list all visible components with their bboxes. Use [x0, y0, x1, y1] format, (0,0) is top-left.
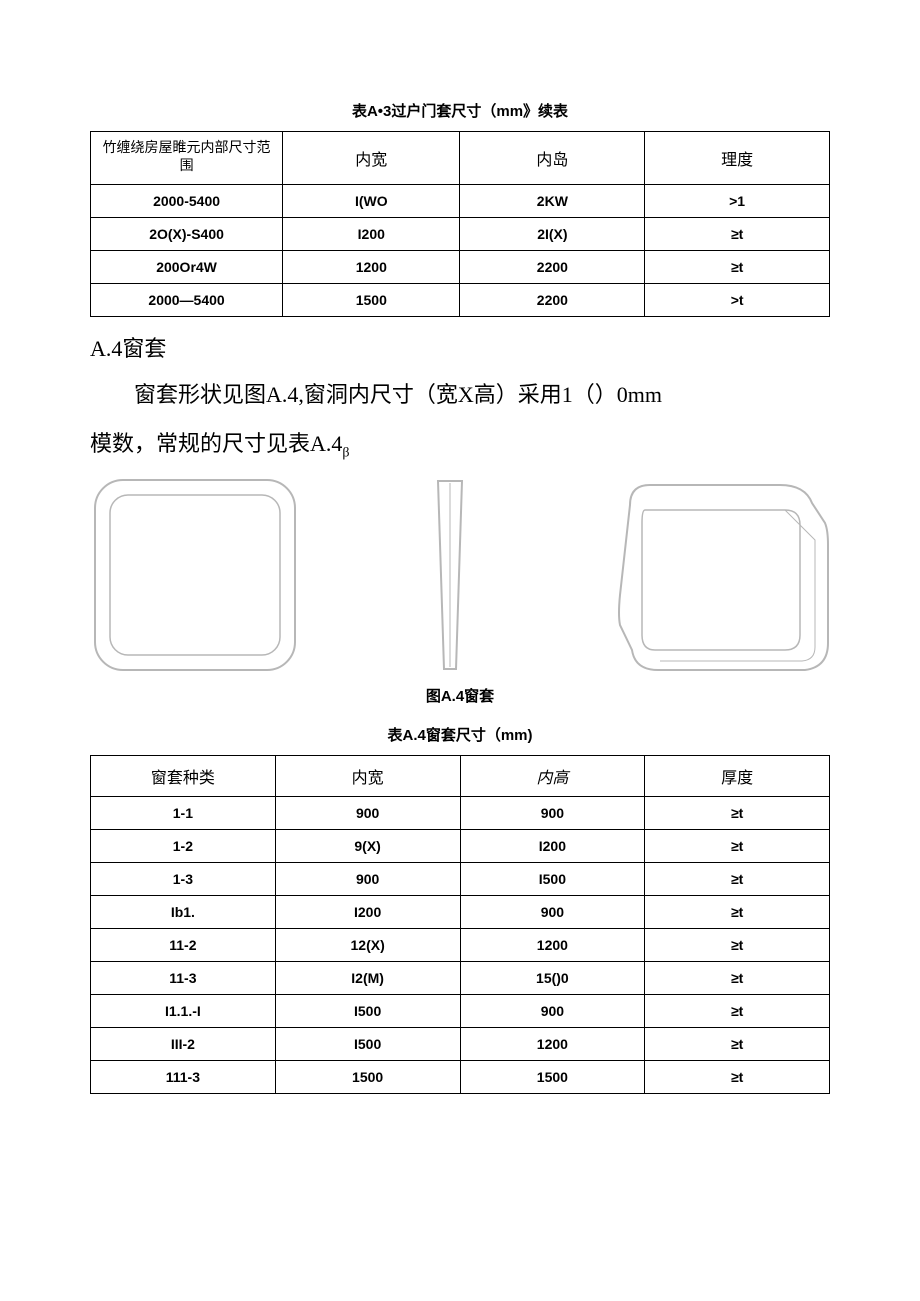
table-row: 2000-5400 I(WO 2KW >1 [91, 185, 830, 218]
table-row: 111-3 1500 1500 ≥t [91, 1060, 830, 1093]
cell: 1-2 [91, 829, 276, 862]
cell: I500 [275, 1027, 460, 1060]
table-a3-title: 表A•3过户门套尺寸（mm》续表 [90, 100, 830, 121]
cell: ≥t [645, 895, 830, 928]
table-a3-h3: 理度 [645, 132, 830, 185]
table-row: Ib1. I200 900 ≥t [91, 895, 830, 928]
cell: I500 [460, 862, 645, 895]
cell: 9(X) [275, 829, 460, 862]
cell: I200 [460, 829, 645, 862]
table-a4-h2: 内高 [460, 755, 645, 796]
cell: >1 [645, 185, 830, 218]
table-row: 2O(X)-S400 I200 2I(X) ≥t [91, 218, 830, 251]
cell: 2200 [460, 251, 645, 284]
cell: I1.1.-I [91, 994, 276, 1027]
cell: 2KW [460, 185, 645, 218]
table-row: 1-1 900 900 ≥t [91, 796, 830, 829]
cell: 1200 [460, 1027, 645, 1060]
cell: 2I(X) [460, 218, 645, 251]
section-a4-para2: 模数，常规的尺寸见表A.4β [90, 420, 830, 469]
cell: I200 [283, 218, 460, 251]
figure-a4-panel1 [90, 475, 300, 675]
cell: 200Or4W [91, 251, 283, 284]
cell: 900 [460, 895, 645, 928]
table-a4-h1: 内宽 [275, 755, 460, 796]
cell: 1500 [283, 284, 460, 317]
cell: 900 [275, 862, 460, 895]
cell: 900 [460, 994, 645, 1027]
table-a4-header-row: 窗套种类 内宽 内高 厚度 [91, 755, 830, 796]
cell: 11-2 [91, 928, 276, 961]
table-a4-h3: 厚度 [645, 755, 830, 796]
para2-sub: β [342, 445, 349, 460]
table-a3-body: 2000-5400 I(WO 2KW >1 2O(X)-S400 I200 2I… [91, 185, 830, 317]
cell: 900 [460, 796, 645, 829]
table-a4-title: 表A.4窗套尺寸（mm) [90, 724, 830, 745]
cell: ≥t [645, 251, 830, 284]
cell: 1500 [275, 1060, 460, 1093]
table-row: 1-2 9(X) I200 ≥t [91, 829, 830, 862]
cell: ≥t [645, 928, 830, 961]
section-a4-heading: A.4窗套 [90, 331, 830, 363]
table-row: I1.1.-I I500 900 ≥t [91, 994, 830, 1027]
cell: 11-3 [91, 961, 276, 994]
cell: ≥t [645, 829, 830, 862]
cell: ≥t [645, 1060, 830, 1093]
cell: 1-3 [91, 862, 276, 895]
cell: 111-3 [91, 1060, 276, 1093]
table-a4: 窗套种类 内宽 内高 厚度 1-1 900 900 ≥t 1-2 9(X) I2… [90, 755, 830, 1094]
cell: 1200 [460, 928, 645, 961]
section-a4-para1: 窗套形状见图A.4,窗洞内尺寸（宽X高）采用1（）0mm [90, 371, 830, 419]
cell: 1-1 [91, 796, 276, 829]
page-content: 表A•3过户门套尺寸（mm》续表 竹缠绕房屋睢元内部尺寸范围 内宽 内岛 理度 … [0, 0, 920, 1154]
figure-a4-panel2 [420, 475, 480, 675]
cell: 900 [275, 796, 460, 829]
cell: 15()0 [460, 961, 645, 994]
cell: 12(X) [275, 928, 460, 961]
cell: 1500 [460, 1060, 645, 1093]
para2-prefix: 模数，常规的尺寸见表A.4 [90, 431, 342, 456]
window-side-icon [420, 475, 480, 675]
table-a3-h0: 竹缠绕房屋睢元内部尺寸范围 [91, 132, 283, 185]
cell: I(WO [283, 185, 460, 218]
table-row: 11-2 12(X) 1200 ≥t [91, 928, 830, 961]
table-row: 11-3 I2(M) 15()0 ≥t [91, 961, 830, 994]
window-front-icon [90, 475, 300, 675]
cell: I2(M) [275, 961, 460, 994]
cell: 1200 [283, 251, 460, 284]
cell: III-2 [91, 1027, 276, 1060]
cell: ≥t [645, 961, 830, 994]
table-row: III-2 I500 1200 ≥t [91, 1027, 830, 1060]
table-row: 2000—5400 1500 2200 >t [91, 284, 830, 317]
figure-a4-caption: 图A.4窗套 [90, 685, 830, 706]
table-a3-h2: 内岛 [460, 132, 645, 185]
figure-a4-panel3 [600, 475, 830, 675]
cell: ≥t [645, 994, 830, 1027]
cell: Ib1. [91, 895, 276, 928]
cell: 2000-5400 [91, 185, 283, 218]
cell: ≥t [645, 796, 830, 829]
table-row: 200Or4W 1200 2200 ≥t [91, 251, 830, 284]
cell: 2O(X)-S400 [91, 218, 283, 251]
table-a4-body: 1-1 900 900 ≥t 1-2 9(X) I200 ≥t 1-3 900 … [91, 796, 830, 1093]
cell: 2200 [460, 284, 645, 317]
table-a3-h1: 内宽 [283, 132, 460, 185]
table-a3-header-row: 竹缠绕房屋睢元内部尺寸范围 内宽 内岛 理度 [91, 132, 830, 185]
cell: I500 [275, 994, 460, 1027]
cell: ≥t [645, 218, 830, 251]
table-row: 1-3 900 I500 ≥t [91, 862, 830, 895]
cell: ≥t [645, 862, 830, 895]
table-a4-h0: 窗套种类 [91, 755, 276, 796]
cell: >t [645, 284, 830, 317]
cell: ≥t [645, 1027, 830, 1060]
window-3d-icon [600, 475, 830, 675]
figure-a4-row [90, 475, 830, 675]
table-a3: 竹缠绕房屋睢元内部尺寸范围 内宽 内岛 理度 2000-5400 I(WO 2K… [90, 131, 830, 317]
cell: 2000—5400 [91, 284, 283, 317]
cell: I200 [275, 895, 460, 928]
